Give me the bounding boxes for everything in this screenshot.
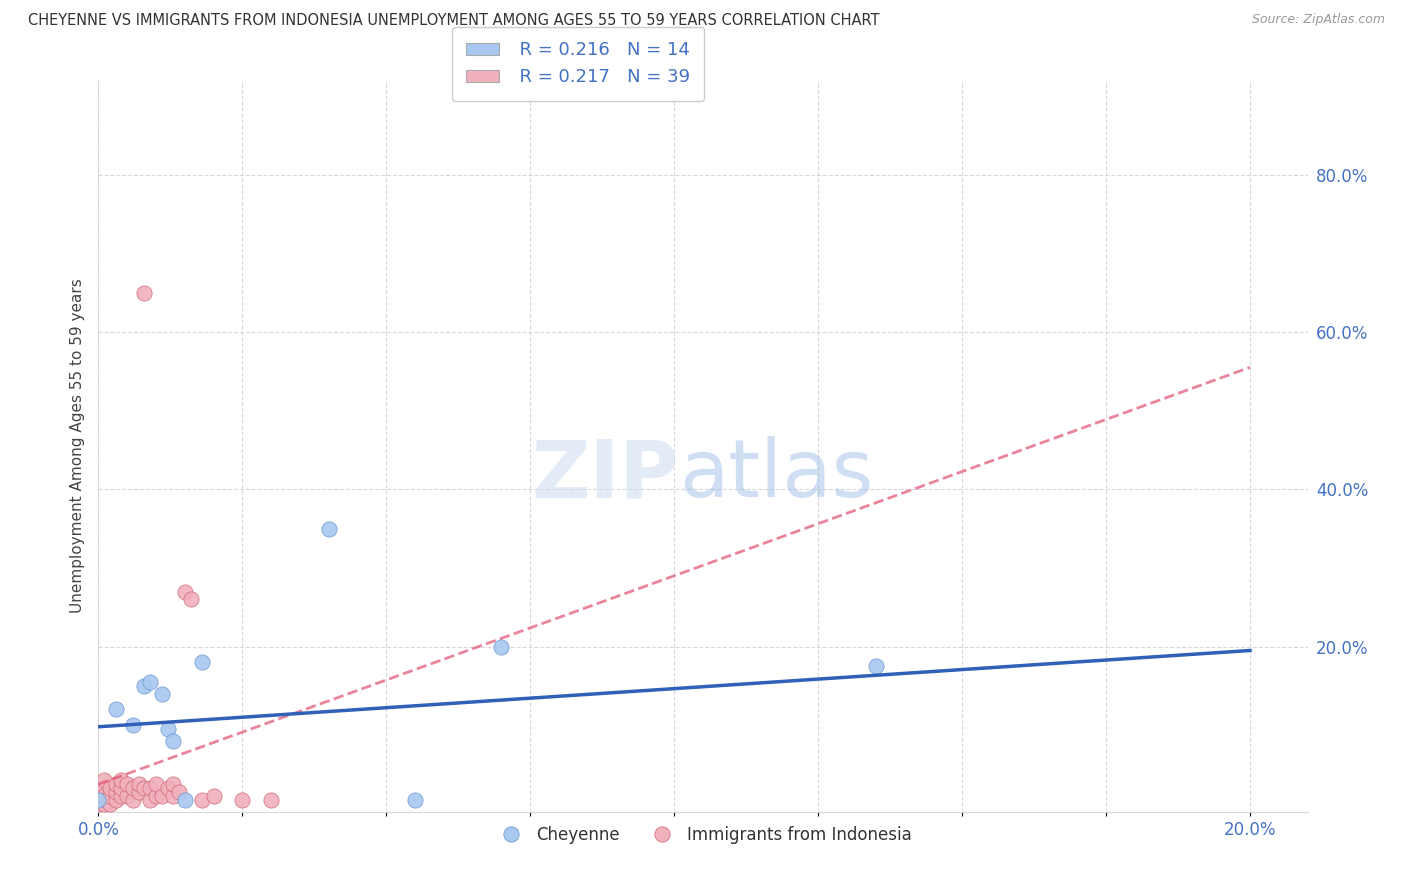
Text: atlas: atlas xyxy=(679,436,873,515)
Point xyxy=(173,584,195,599)
Point xyxy=(231,793,253,807)
Text: ZIP: ZIP xyxy=(531,436,679,515)
Point xyxy=(156,722,179,736)
Point xyxy=(404,793,426,807)
Y-axis label: Unemployment Among Ages 55 to 59 years: Unemployment Among Ages 55 to 59 years xyxy=(69,278,84,614)
Point xyxy=(122,718,145,732)
Point xyxy=(318,522,340,536)
Point xyxy=(115,789,138,803)
Point xyxy=(156,781,179,796)
Point xyxy=(134,285,156,300)
Point xyxy=(104,793,127,807)
Point xyxy=(191,655,214,669)
Point xyxy=(139,781,162,796)
Point xyxy=(173,793,195,807)
Legend: Cheyenne, Immigrants from Indonesia: Cheyenne, Immigrants from Indonesia xyxy=(488,820,918,851)
Point xyxy=(98,797,121,811)
Point xyxy=(145,777,167,791)
Point xyxy=(93,797,115,811)
Point xyxy=(134,781,156,796)
Point xyxy=(134,679,156,693)
Point xyxy=(128,785,150,799)
Point xyxy=(162,777,184,791)
Point xyxy=(145,789,167,803)
Point xyxy=(865,659,887,673)
Point xyxy=(162,734,184,748)
Point xyxy=(122,781,145,796)
Point xyxy=(87,793,110,807)
Point xyxy=(104,777,127,791)
Point xyxy=(180,592,202,607)
Point xyxy=(93,773,115,788)
Point xyxy=(150,687,173,701)
Point xyxy=(139,675,162,690)
Point xyxy=(122,793,145,807)
Point xyxy=(87,781,110,796)
Point xyxy=(87,793,110,807)
Point xyxy=(110,789,132,803)
Point xyxy=(110,773,132,788)
Point xyxy=(167,785,190,799)
Point xyxy=(104,702,127,716)
Point xyxy=(110,781,132,796)
Point xyxy=(162,789,184,803)
Point xyxy=(202,789,225,803)
Point xyxy=(115,777,138,791)
Point xyxy=(87,797,110,811)
Point xyxy=(491,640,513,654)
Text: Source: ZipAtlas.com: Source: ZipAtlas.com xyxy=(1251,13,1385,27)
Point xyxy=(128,777,150,791)
Point xyxy=(104,785,127,799)
Point xyxy=(98,781,121,796)
Text: CHEYENNE VS IMMIGRANTS FROM INDONESIA UNEMPLOYMENT AMONG AGES 55 TO 59 YEARS COR: CHEYENNE VS IMMIGRANTS FROM INDONESIA UN… xyxy=(28,13,880,29)
Point xyxy=(191,793,214,807)
Point xyxy=(139,793,162,807)
Point xyxy=(150,789,173,803)
Point xyxy=(87,789,110,803)
Point xyxy=(260,793,283,807)
Point xyxy=(98,789,121,803)
Point xyxy=(93,789,115,803)
